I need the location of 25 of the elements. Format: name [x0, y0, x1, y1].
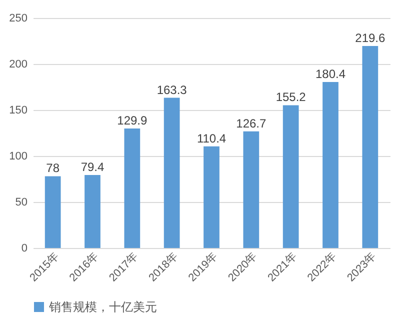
data-label: 126.7 [236, 116, 267, 130]
bar [362, 46, 378, 248]
y-tick-label: 150 [9, 104, 28, 116]
y-tick-label: 100 [9, 150, 28, 162]
y-tick-label: 0 [21, 242, 28, 254]
bar [204, 146, 220, 248]
y-tick-label: 200 [9, 58, 28, 70]
data-label: 219.6 [355, 30, 386, 45]
legend-label: 销售规模，十亿美元 [48, 300, 157, 314]
bar [322, 82, 338, 248]
data-label: 155.2 [276, 90, 306, 104]
bar [282, 105, 299, 248]
bar [44, 176, 61, 248]
data-label: 129.9 [117, 113, 148, 128]
data-label: 110.4 [196, 131, 226, 146]
y-tick-label: 50 [15, 196, 28, 208]
data-label: 79.4 [80, 160, 104, 174]
bar [124, 128, 140, 248]
y-tick-label: 250 [9, 12, 28, 24]
bar [84, 174, 100, 248]
data-label: 78 [46, 161, 60, 176]
data-label: 163.3 [156, 82, 188, 97]
data-label: 180.4 [315, 67, 346, 82]
bar [243, 131, 260, 248]
bar [164, 98, 180, 248]
